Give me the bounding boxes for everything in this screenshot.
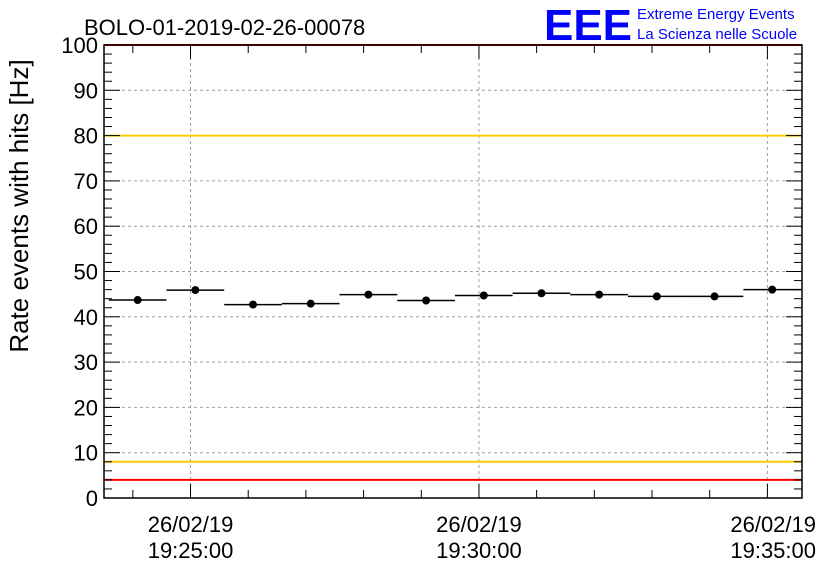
y-tick-label: 30: [74, 350, 98, 375]
data-point: [133, 296, 142, 305]
data-point: [479, 291, 488, 300]
x-tick-label-date: 26/02/19: [148, 512, 234, 537]
y-tick-label: 40: [74, 305, 98, 330]
x-tick-label-time: 19:30:00: [436, 538, 522, 563]
data-point: [710, 292, 719, 301]
y-tick-labels: 0 10 20 30 40 50 60 70 80 90 100: [61, 33, 98, 511]
data-point: [422, 296, 431, 305]
y-tick-label: 10: [74, 441, 98, 466]
y-tick-label: 0: [86, 486, 98, 511]
x-tick-label-time: 19:25:00: [148, 538, 234, 563]
eee-logo: EEE Extreme Energy Events La Scienza nel…: [544, 1, 797, 50]
eee-logo-letters: EEE: [544, 1, 632, 50]
axis-ticks: [104, 44, 802, 499]
y-tick-label: 100: [61, 33, 98, 58]
data-point: [249, 300, 258, 309]
x-tick-label-date: 26/02/19: [730, 512, 816, 537]
data-point: [191, 286, 200, 295]
data-point: [364, 290, 373, 299]
x-tick-label-date: 26/02/19: [436, 512, 522, 537]
data-point: [537, 289, 546, 298]
y-tick-label: 90: [74, 78, 98, 103]
y-tick-label: 60: [74, 214, 98, 239]
eee-logo-line2: La Scienza nelle Scuole: [637, 26, 797, 43]
y-axis-label: Rate events with hits [Hz]: [4, 59, 34, 352]
chart-title: BOLO-01-2019-02-26-00078: [84, 15, 365, 40]
data-point: [595, 290, 604, 299]
data-point: [652, 292, 661, 301]
data-point: [306, 299, 315, 308]
x-tick-labels: 26/02/1919:25:0026/02/1919:30:0026/02/19…: [148, 512, 816, 563]
x-tick-label-time: 19:35:00: [730, 538, 816, 563]
y-tick-label: 80: [74, 124, 98, 149]
reference-lines: [104, 44, 802, 481]
grid: [104, 45, 802, 498]
data-points: [108, 285, 802, 309]
y-tick-label: 50: [74, 260, 98, 285]
eee-logo-line1: Extreme Energy Events: [637, 6, 795, 23]
data-point: [768, 285, 777, 294]
y-tick-label: 20: [74, 395, 98, 420]
y-tick-label: 70: [74, 169, 98, 194]
